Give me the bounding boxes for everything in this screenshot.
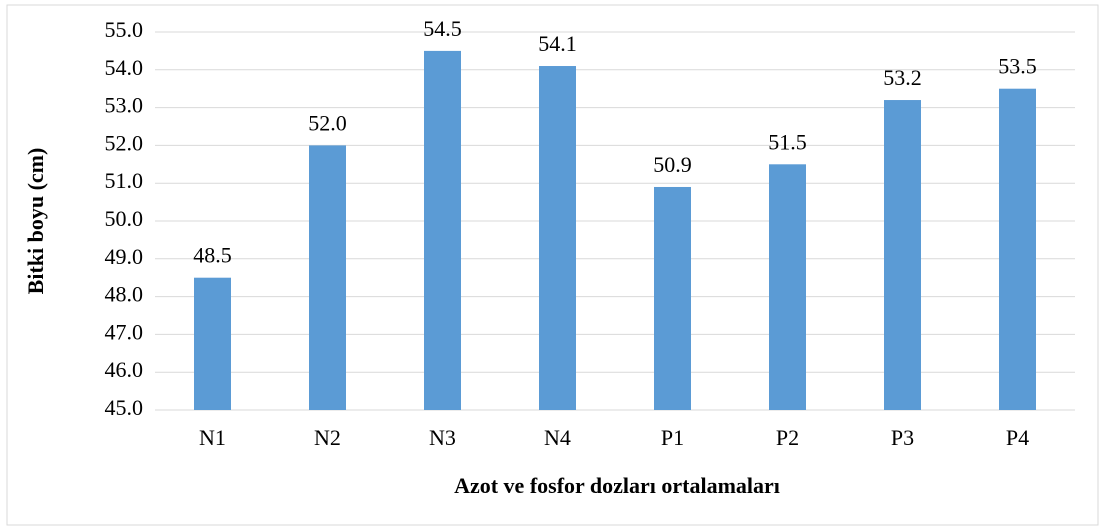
x-tick-label: N4: [544, 425, 571, 450]
data-label: 53.5: [998, 54, 1037, 79]
x-tick-label: N1: [199, 425, 226, 450]
y-tick-label: 49.0: [105, 244, 144, 269]
y-tick-label: 53.0: [105, 93, 144, 118]
bar: [884, 100, 921, 410]
data-label: 54.5: [423, 16, 462, 41]
bar: [309, 145, 346, 410]
y-tick-label: 54.0: [105, 55, 144, 80]
x-tick-label: P1: [661, 425, 684, 450]
y-axis-title: Bitki boyu (cm): [23, 148, 48, 295]
bar: [194, 277, 231, 410]
y-tick-label: 51.0: [105, 168, 144, 193]
data-label: 52.0: [308, 110, 347, 135]
x-tick-label: P4: [1006, 425, 1029, 450]
bar: [999, 88, 1036, 410]
x-tick-label: P3: [891, 425, 914, 450]
data-label: 53.2: [883, 65, 922, 90]
x-tick-label: P2: [776, 425, 799, 450]
y-tick-label: 55.0: [105, 17, 144, 42]
x-tick-label: N3: [429, 425, 456, 450]
y-tick-label: 48.0: [105, 282, 144, 307]
bar: [539, 66, 576, 411]
data-label: 50.9: [653, 152, 692, 177]
data-label: 51.5: [768, 129, 807, 154]
bar: [424, 50, 461, 411]
x-axis-title: Azot ve fosfor dozları ortalamaları: [454, 473, 780, 498]
x-tick-label: N2: [314, 425, 341, 450]
bar: [654, 186, 691, 410]
y-tick-label: 47.0: [105, 319, 144, 344]
y-tick-label: 45.0: [105, 395, 144, 420]
data-label: 54.1: [538, 31, 577, 56]
y-tick-label: 52.0: [105, 130, 144, 155]
y-tick-label: 46.0: [105, 357, 144, 382]
y-tick-label: 50.0: [105, 206, 144, 231]
bar: [769, 164, 806, 410]
data-label: 48.5: [193, 243, 232, 268]
